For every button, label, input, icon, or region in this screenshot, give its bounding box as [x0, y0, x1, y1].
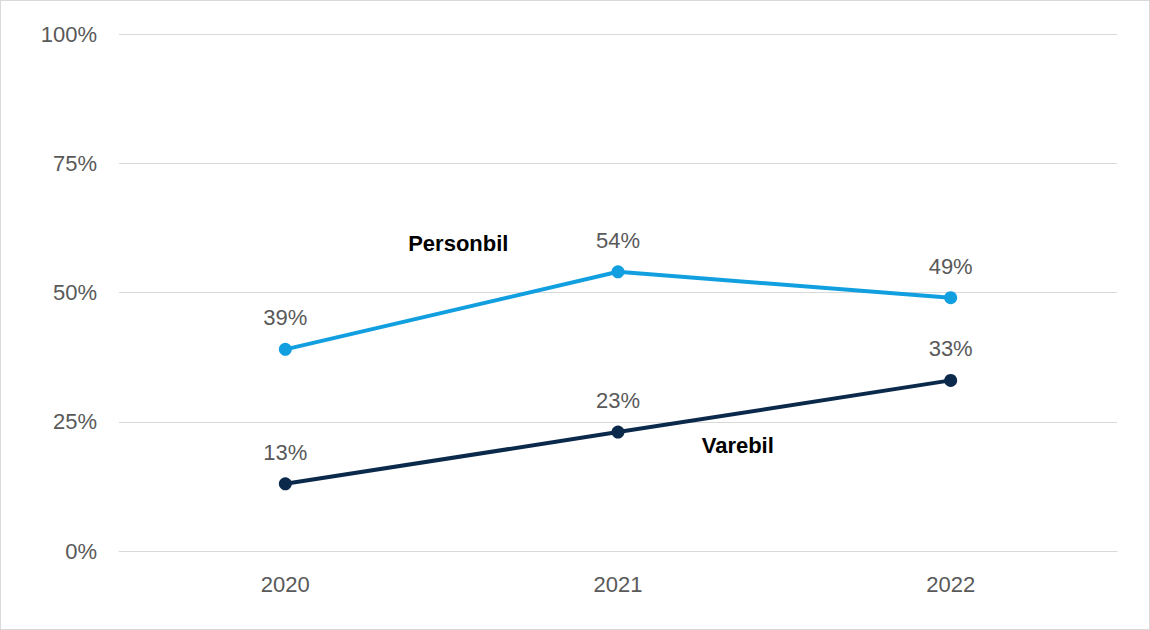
svg-text:Personbil: Personbil — [408, 231, 508, 256]
svg-text:0%: 0% — [65, 539, 97, 564]
svg-text:33%: 33% — [929, 336, 973, 361]
svg-text:25%: 25% — [53, 409, 97, 434]
svg-text:2021: 2021 — [594, 572, 643, 597]
svg-text:Varebil: Varebil — [702, 433, 774, 458]
svg-text:49%: 49% — [929, 254, 973, 279]
svg-text:50%: 50% — [53, 280, 97, 305]
svg-text:2020: 2020 — [261, 572, 310, 597]
svg-text:23%: 23% — [596, 388, 640, 413]
svg-text:54%: 54% — [596, 228, 640, 253]
svg-text:75%: 75% — [53, 151, 97, 176]
svg-text:13%: 13% — [263, 440, 307, 465]
svg-text:39%: 39% — [263, 305, 307, 330]
svg-text:100%: 100% — [41, 22, 97, 47]
svg-text:2022: 2022 — [926, 572, 975, 597]
